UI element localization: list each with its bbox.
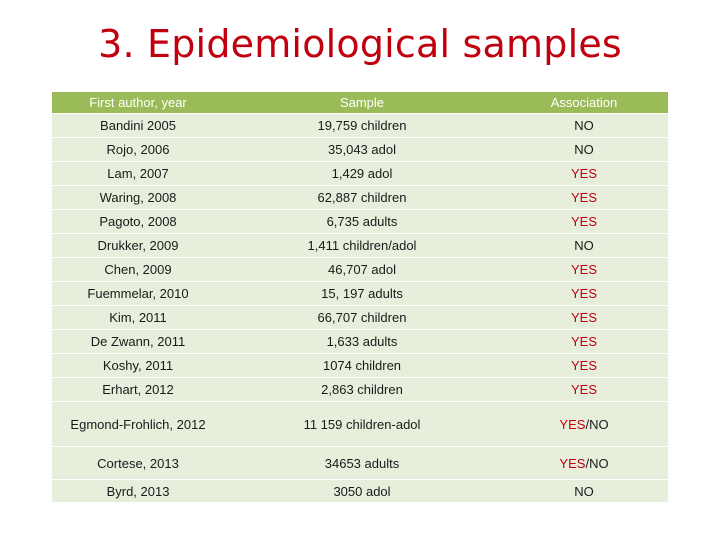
table-row: Byrd, 2013 3050 adol NO — [52, 479, 668, 502]
association-yes: YES — [570, 262, 597, 277]
samples-table: First author, year Sample Association Ba… — [52, 92, 668, 502]
table-row: Drukker, 2009 1,411 children/adol NO — [52, 233, 668, 258]
association-no: NO — [574, 118, 594, 133]
cell-author: Byrd, 2013 — [52, 479, 224, 502]
association-yes: YES — [570, 214, 597, 229]
cell-author: Chen, 2009 — [52, 257, 224, 282]
association-separator: / — [585, 455, 590, 471]
table-row: Lam, 2007 1,429 adol YES — [52, 161, 668, 186]
cell-author: Cortese, 2013 — [52, 446, 224, 480]
cell-association: YES — [500, 161, 668, 186]
cell-sample: 46,707 adol — [224, 257, 500, 282]
cell-sample: 2,863 children — [224, 377, 500, 402]
cell-association: NO — [500, 479, 668, 502]
association-yes: YES — [570, 334, 597, 349]
cell-sample: 35,043 adol — [224, 137, 500, 162]
slide-title: 3. Epidemiological samples — [98, 22, 622, 66]
cell-association: YES — [500, 257, 668, 282]
cell-author: De Zwann, 2011 — [52, 329, 224, 354]
table-row: Pagoto, 2008 6,735 adults YES — [52, 209, 668, 234]
cell-sample: 66,707 children — [224, 305, 500, 330]
association-no: NO — [574, 142, 594, 157]
table-row: Bandini 2005 19,759 children NO — [52, 113, 668, 138]
cell-sample: 1074 children — [224, 353, 500, 378]
association-yes: YES — [570, 382, 597, 397]
cell-sample: 15, 197 adults — [224, 281, 500, 306]
cell-association: NO — [500, 233, 668, 258]
cell-association: YES/NO — [500, 401, 668, 447]
cell-author: Erhart, 2012 — [52, 377, 224, 402]
association-no: NO — [589, 416, 609, 432]
cell-sample: 1,429 adol — [224, 161, 500, 186]
table-body: Bandini 2005 19,759 children NO Rojo, 2006 3… — [52, 113, 668, 502]
table-row: Rojo, 2006 35,043 adol NO — [52, 137, 668, 162]
association-separator: / — [585, 416, 590, 432]
cell-association: YES — [500, 209, 668, 234]
cell-association: YES/NO — [500, 446, 668, 480]
association-yes: YES — [570, 166, 597, 181]
table-row: De Zwann, 2011 1,633 adults YES — [52, 329, 668, 354]
cell-author: Rojo, 2006 — [52, 137, 224, 162]
table-row: Koshy, 2011 1074 children YES — [52, 353, 668, 378]
association-yes: YES — [559, 455, 586, 471]
cell-sample: 6,735 adults — [224, 209, 500, 234]
cell-sample: 3050 adol — [224, 479, 500, 502]
association-no: NO — [589, 455, 609, 471]
association-yes: YES — [570, 286, 597, 301]
association-no: NO — [574, 483, 594, 499]
cell-author: Koshy, 2011 — [52, 353, 224, 378]
cell-association: YES — [500, 353, 668, 378]
cell-association: NO — [500, 137, 668, 162]
header-association: Association — [500, 92, 668, 114]
cell-author: Lam, 2007 — [52, 161, 224, 186]
table-row: Chen, 2009 46,707 adol YES — [52, 257, 668, 282]
association-yes: YES — [559, 416, 586, 432]
header-author: First author, year — [52, 92, 224, 114]
cell-sample: 62,887 children — [224, 185, 500, 210]
cell-association: YES — [500, 185, 668, 210]
cell-association: YES — [500, 305, 668, 330]
cell-author: Egmond-Frohlich, 2012 — [52, 401, 224, 447]
association-yes: YES — [570, 310, 597, 325]
table-header-row: First author, year Sample Association — [52, 92, 668, 114]
cell-author: Drukker, 2009 — [52, 233, 224, 258]
table-row: Egmond-Frohlich, 2012 11 159 children-ado… — [52, 401, 668, 447]
cell-association: YES — [500, 281, 668, 306]
header-sample: Sample — [224, 92, 500, 114]
table-row: Erhart, 2012 2,863 children YES — [52, 377, 668, 402]
cell-author: Kim, 2011 — [52, 305, 224, 330]
cell-author: Bandini 2005 — [52, 113, 224, 138]
association-no: NO — [574, 238, 594, 253]
cell-sample: 19,759 children — [224, 113, 500, 138]
cell-sample: 34653 adults — [224, 446, 500, 480]
table-row: Fuemmelar, 2010 15, 197 adults YES — [52, 281, 668, 306]
cell-sample: 1,411 children/adol — [224, 233, 500, 258]
cell-association: YES — [500, 329, 668, 354]
cell-association: NO — [500, 113, 668, 138]
table-row: Waring, 2008 62,887 children YES — [52, 185, 668, 210]
association-yes: YES — [570, 358, 597, 373]
association-yes: YES — [570, 190, 597, 205]
cell-author: Fuemmelar, 2010 — [52, 281, 224, 306]
cell-association: YES — [500, 377, 668, 402]
cell-sample: 1,633 adults — [224, 329, 500, 354]
table-row: Cortese, 2013 34653 adults YES/NO — [52, 446, 668, 480]
cell-author: Pagoto, 2008 — [52, 209, 224, 234]
cell-sample: 11 159 children-adol — [224, 401, 500, 447]
table-row: Kim, 2011 66,707 children YES — [52, 305, 668, 330]
cell-author: Waring, 2008 — [52, 185, 224, 210]
